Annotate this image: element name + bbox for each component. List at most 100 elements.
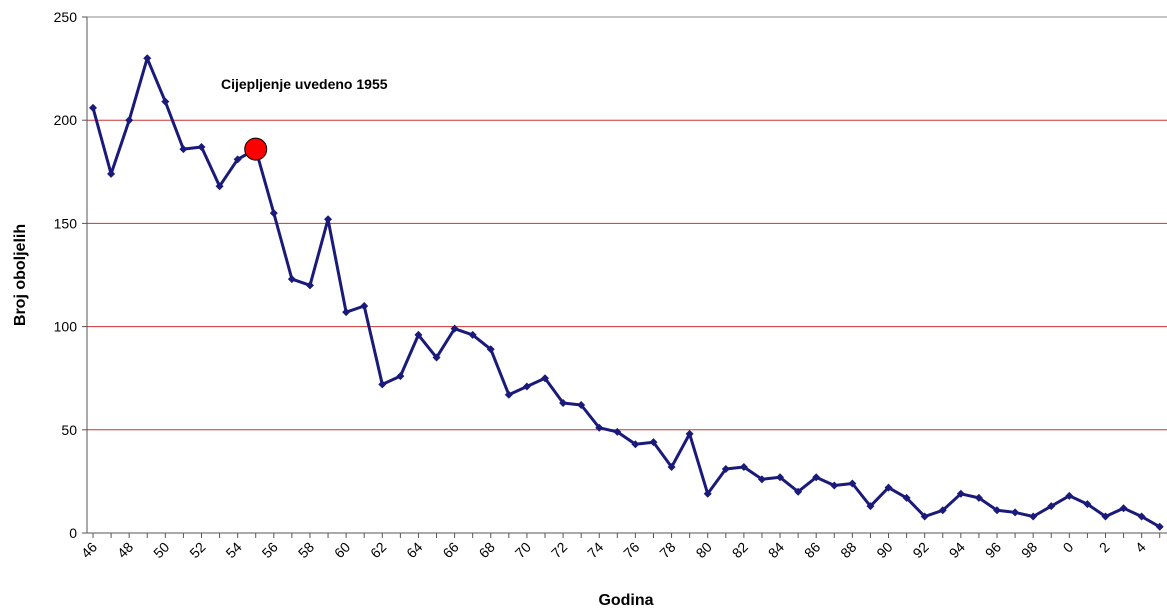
data-point [432,353,441,362]
data-point [287,275,296,284]
data-point [1137,512,1146,521]
data-points [89,54,1164,531]
x-tick-labels: 46 48 50 52 54 56 58 60 62 64 66 68 70 72 74 76 78 80 82 84… [78,533,1161,561]
data-point [396,372,405,381]
data-point [269,209,278,218]
x-tick-label: 2 [1096,539,1113,556]
data-point [667,462,676,471]
y-tick-label: 50 [61,422,77,438]
data-point [974,493,983,502]
data-point [486,345,495,354]
data-point [812,473,821,482]
data-point [360,301,369,310]
gridlines [87,16,1167,431]
y-axis-title: Broj oboljelih [12,224,29,326]
data-point [1047,502,1056,511]
data-point [1065,491,1074,500]
data-point [1083,500,1092,509]
x-tick-label: 84 [765,539,787,561]
data-point [830,481,839,490]
y-tick-label: 200 [54,112,78,128]
x-tick-label: 68 [476,539,498,561]
data-point [414,330,423,339]
x-tick-label: 58 [295,539,317,561]
data-point [920,512,929,521]
x-tick-label: 66 [439,539,461,561]
data-point [1029,512,1038,521]
x-tick-label: 86 [801,539,823,561]
data-point [595,423,604,432]
data-point [685,429,694,438]
data-point [504,390,513,399]
data-point [757,475,766,484]
x-tick-label: 82 [729,539,751,561]
x-tick-label: 0 [1060,539,1077,556]
data-point [613,427,622,436]
y-tick-labels: 0 50 100 150 200 250 [54,9,87,541]
x-tick-label: 48 [114,539,136,561]
x-tick-label: 52 [186,539,208,561]
data-point [938,506,947,515]
data-point [956,489,965,498]
x-tick-label: 92 [909,539,931,561]
data-point [866,502,875,511]
data-point [215,182,224,191]
x-tick-label: 74 [584,539,606,561]
data-point [739,462,748,471]
vaccination-marker [244,137,268,161]
data-point [89,103,97,112]
data-point [649,438,658,447]
x-tick-label: 96 [982,539,1004,561]
y-tick-label: 0 [69,525,77,541]
data-point [1011,508,1020,517]
x-axis-title: Godina [598,592,653,609]
data-point [1101,512,1110,521]
data-point [776,473,785,482]
x-tick-label: 54 [222,539,244,561]
data-point [468,330,477,339]
data-point [884,483,893,492]
y-tick-label: 250 [54,9,78,25]
x-tick-label: 46 [78,539,100,561]
data-point [848,479,857,488]
x-tick-label: 50 [150,539,172,561]
y-tick-label: 150 [54,215,78,231]
data-point [197,143,206,152]
data-point [233,155,242,164]
data-point [1119,504,1128,513]
data-point [541,374,549,383]
x-tick-label: 56 [259,539,281,561]
x-tick-label: 4 [1132,539,1149,556]
x-tick-label: 72 [548,539,570,561]
y-tick-label: 100 [54,319,78,335]
x-tick-label: 78 [656,539,678,561]
data-point [522,382,531,391]
x-tick-label: 80 [693,539,715,561]
x-tick-label: 76 [620,539,642,561]
data-point [703,489,712,498]
data-point [107,169,116,178]
data-point [902,493,911,502]
data-point [378,380,387,389]
x-tick-label: 70 [512,539,534,561]
series-line [91,56,1161,529]
data-point [305,281,314,290]
x-tick-label: 94 [946,539,968,561]
data-point [993,506,1001,515]
axes [86,17,1167,534]
data-point [577,401,586,410]
x-tick-label: 60 [331,539,353,561]
data-point [631,440,640,449]
data-point [450,324,459,333]
x-tick-label: 62 [367,539,389,561]
data-point [721,465,730,474]
data-point [143,54,152,63]
data-point [1155,522,1164,531]
data-point [125,116,134,125]
annotation-text: Cijepljenje uvedeno 1955 [221,76,388,92]
data-point [161,97,170,106]
data-point [794,487,803,496]
data-point [179,145,188,154]
x-tick-label: 64 [403,539,425,561]
